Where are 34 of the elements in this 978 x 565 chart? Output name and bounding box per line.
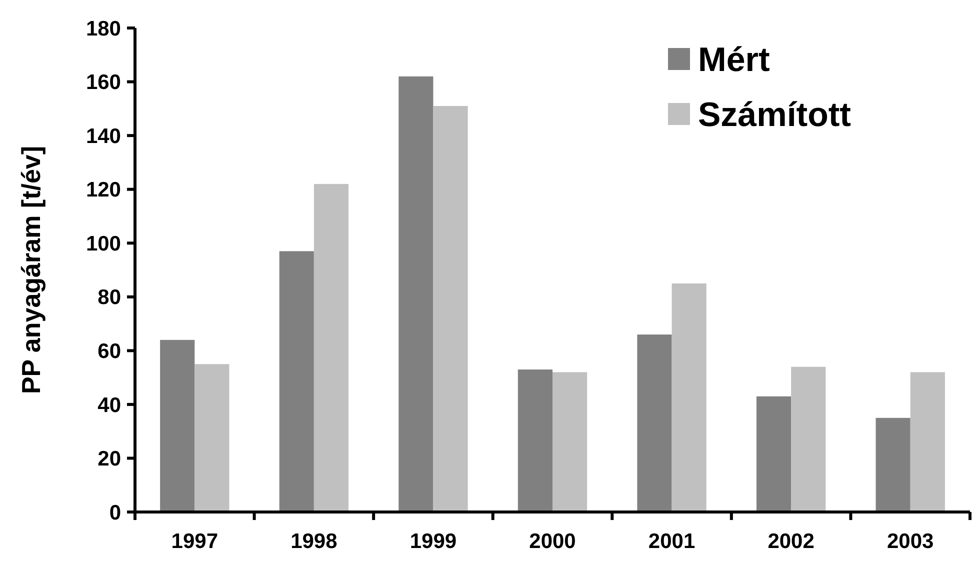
- x-tick-label: 2001: [648, 530, 696, 553]
- bar: [910, 372, 945, 512]
- bar: [552, 372, 588, 512]
- y-tick-label: 120: [86, 178, 121, 202]
- legend-label: Számított: [698, 96, 851, 134]
- bar: [791, 366, 826, 512]
- y-tick-label: 0: [109, 501, 121, 524]
- y-tick-label: 140: [86, 124, 121, 148]
- y-tick-label: 80: [98, 286, 121, 310]
- y-tick-label: 60: [98, 340, 121, 364]
- bar: [433, 106, 468, 512]
- x-tick-label: 2002: [768, 530, 814, 553]
- y-tick-label: 100: [86, 232, 121, 256]
- y-tick-label: 40: [98, 394, 121, 417]
- legend-label: Mért: [698, 40, 770, 79]
- bar: [876, 418, 910, 512]
- y-tick-label: 160: [86, 71, 121, 94]
- bar: [194, 364, 230, 512]
- bar: [398, 76, 434, 512]
- x-tick-label: 1997: [171, 530, 218, 553]
- x-tick-label: 1998: [290, 530, 338, 553]
- y-tick-label: 180: [86, 17, 121, 40]
- bar: [314, 184, 349, 512]
- bar: [279, 251, 314, 512]
- bar: [160, 340, 195, 512]
- y-tick-label: 20: [98, 448, 121, 471]
- bar: [672, 283, 706, 512]
- bar: [637, 334, 672, 512]
- bar: [756, 396, 792, 512]
- x-tick-label: 2003: [887, 530, 934, 553]
- x-tick-label: 1999: [410, 530, 457, 553]
- y-axis-title: PP anyagáram [t/év]: [16, 146, 46, 394]
- x-tick-label: 2000: [529, 530, 576, 553]
- bar: [518, 369, 552, 512]
